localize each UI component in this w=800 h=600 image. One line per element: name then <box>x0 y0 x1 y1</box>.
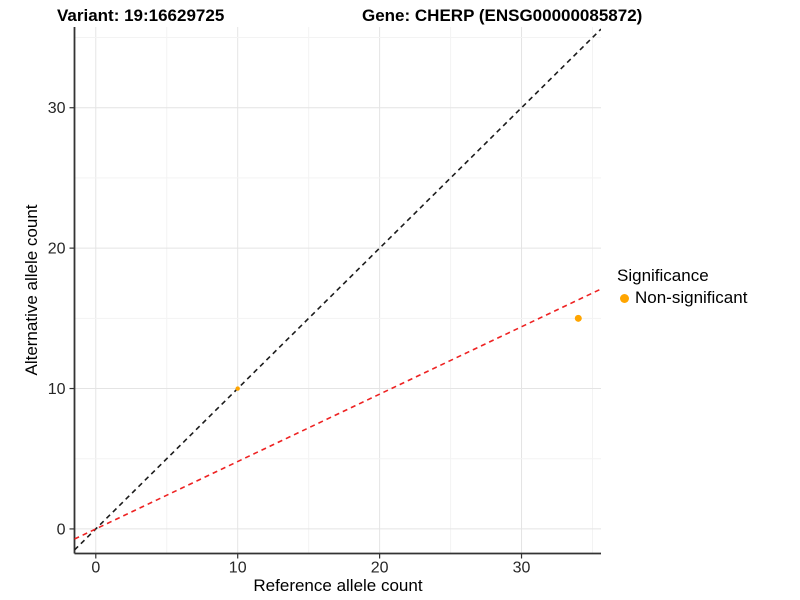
data-point <box>574 314 582 322</box>
legend-title: Significance <box>617 266 709 285</box>
x-tick-label: 0 <box>91 560 100 577</box>
x-tick-label: 10 <box>229 560 247 577</box>
legend-item-label: Non-significant <box>635 288 748 307</box>
x-tick-label: 30 <box>513 560 531 577</box>
x-axis-title: Reference allele count <box>253 576 423 595</box>
y-tick-label: 10 <box>48 381 66 398</box>
x-tick-label: 20 <box>371 560 389 577</box>
chart-title-variant: Variant: 19:16629725 <box>57 6 225 25</box>
chart-title-gene: Gene: CHERP (ENSG00000085872) <box>362 6 643 25</box>
legend: Significance Non-significant <box>617 266 747 308</box>
data-point <box>235 386 240 391</box>
y-tick-label: 30 <box>48 100 66 117</box>
legend-item: Non-significant <box>617 288 747 308</box>
legend-point-icon <box>620 293 629 303</box>
y-axis-title: Alternative allele count <box>22 204 41 376</box>
identity-line <box>74 28 601 551</box>
y-tick-label: 0 <box>57 521 66 538</box>
y-tick-label: 20 <box>48 241 66 258</box>
fit-line <box>74 288 601 540</box>
lines-group <box>74 28 601 551</box>
